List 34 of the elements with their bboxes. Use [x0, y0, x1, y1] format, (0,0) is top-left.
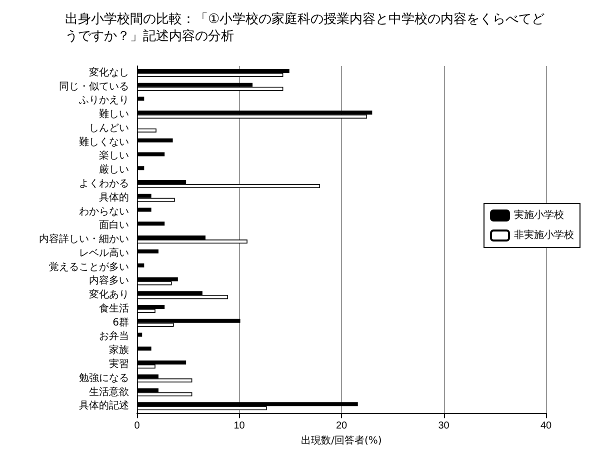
y-tick-label: 勉強になる: [79, 372, 129, 384]
y-tick-label: 覚えることが多い: [49, 260, 129, 273]
y-tick-label: 面白い: [99, 219, 129, 232]
y-tick-label: 厳しい: [99, 164, 129, 176]
y-tick-label: 実習: [109, 358, 129, 370]
y-tick-label: 食生活: [99, 302, 129, 314]
y-tick-label: 家族: [109, 344, 129, 356]
y-tick-label: 内容詳しい・細かい: [39, 233, 129, 246]
x-tick-label: 0: [134, 420, 140, 432]
y-tick-label: 具体的記述: [79, 400, 129, 412]
y-tick-label: 内容多い: [89, 274, 129, 287]
y-tick-label: 同じ・似ている: [59, 81, 129, 92]
y-tick-label: 難しい: [99, 108, 129, 120]
y-tick-label: お弁当: [99, 330, 129, 342]
y-tick-label: しんどい: [89, 122, 129, 134]
legend-label: 非実施小学校: [514, 229, 574, 241]
y-tick-label: よくわかる: [79, 178, 129, 190]
y-tick-label: 生活意欲: [89, 386, 129, 398]
legend-label: 実施小学校: [514, 209, 564, 221]
x-tick-label: 30: [438, 420, 450, 432]
y-tick-label: 楽しい: [99, 150, 129, 162]
x-axis-title: 出現数/回答者(%): [301, 434, 382, 446]
y-tick-label: 6群: [112, 316, 129, 328]
y-tick-label: わからない: [79, 206, 129, 218]
x-tick-label: 10: [234, 420, 246, 432]
x-tick-label: 20: [336, 420, 348, 432]
y-tick-label: ふりかえり: [78, 95, 129, 106]
y-tick-label: 変化あり: [89, 288, 129, 301]
chart-title: 出身小学校間の比較：「①小学校の家庭科の授業内容と中学校の内容をくらべてどうですか？」記述内容の分析: [65, 11, 545, 44]
y-tick-label: レベル高い: [79, 246, 129, 259]
x-tick-label: 40: [540, 420, 552, 432]
y-tick-label: 変化なし: [89, 66, 129, 78]
y-tick-label: 具体的: [99, 191, 129, 204]
y-tick-label: 難しくない: [79, 136, 129, 148]
